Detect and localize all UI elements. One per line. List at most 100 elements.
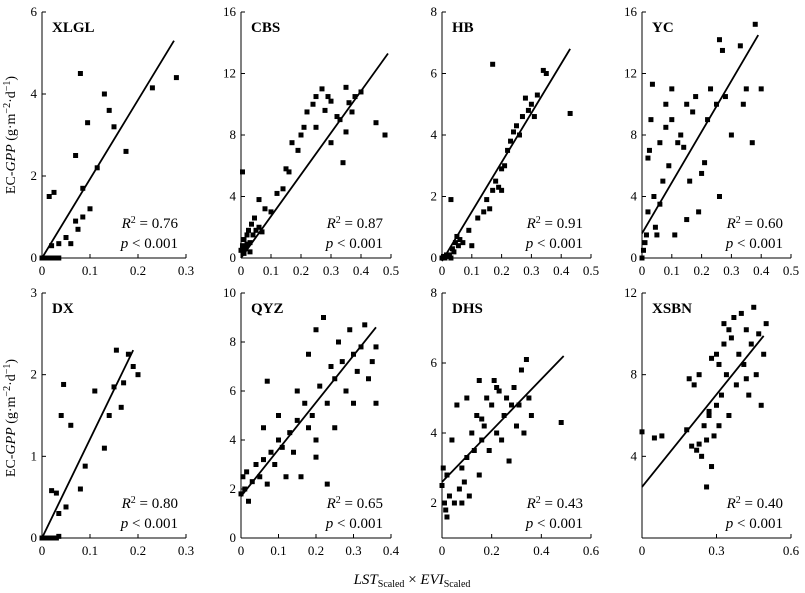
panel-title: HB bbox=[452, 20, 474, 36]
r-squared-label: R2 = 0.43 bbox=[526, 495, 583, 513]
data-point bbox=[77, 486, 83, 492]
data-point bbox=[106, 107, 112, 113]
data-point bbox=[73, 153, 79, 158]
data-point bbox=[373, 120, 379, 126]
data-point bbox=[531, 114, 537, 120]
x-tick-label: 0.5 bbox=[783, 263, 799, 278]
data-point bbox=[77, 71, 83, 76]
x-tick-label: 0 bbox=[639, 543, 646, 558]
data-point bbox=[87, 206, 93, 212]
x-tick-label: 0.6 bbox=[783, 543, 800, 558]
data-point bbox=[291, 449, 296, 455]
data-point bbox=[369, 359, 375, 365]
data-point bbox=[491, 378, 497, 383]
data-point bbox=[459, 465, 465, 471]
p-value-label: p < 0.001 bbox=[725, 516, 783, 532]
x-tick-label: 0.2 bbox=[130, 543, 146, 558]
data-point bbox=[343, 84, 349, 90]
panel-hb: 0 0.1 0.2 0.3 0.4 0.5 0 2 4 6 8 HB R2 = 0.91 p < 0.00… bbox=[431, 4, 600, 278]
panel-yc: 0 0.1 0.2 0.3 0.4 0.5 0 4 8 12 16 YC R2 = 0.60 p < 0.… bbox=[624, 4, 799, 278]
x-tick-label: 0.1 bbox=[82, 263, 98, 278]
data-point bbox=[247, 240, 253, 246]
data-point bbox=[173, 75, 179, 81]
data-point bbox=[68, 422, 74, 428]
p-value-label: p < 0.001 bbox=[525, 516, 583, 532]
data-point bbox=[484, 197, 490, 203]
data-point bbox=[106, 413, 112, 418]
data-point bbox=[306, 351, 311, 357]
data-point bbox=[68, 241, 74, 247]
data-point bbox=[681, 144, 687, 150]
x-tick-label: 0.4 bbox=[753, 263, 770, 278]
data-point bbox=[696, 209, 702, 215]
data-point bbox=[82, 463, 88, 469]
data-point bbox=[272, 462, 278, 467]
data-point bbox=[247, 249, 253, 255]
data-point bbox=[49, 243, 55, 249]
data-point bbox=[516, 132, 522, 138]
data-point bbox=[640, 247, 646, 253]
y-tick-label: 8 bbox=[431, 285, 438, 300]
x-tick-label: 0.3 bbox=[345, 543, 361, 558]
data-point bbox=[663, 124, 669, 130]
data-point bbox=[283, 166, 289, 172]
data-point bbox=[295, 147, 301, 153]
data-point bbox=[340, 160, 346, 166]
y-tick-label: 0 bbox=[631, 250, 638, 265]
x-tick-label: 0.3 bbox=[323, 263, 339, 278]
data-point bbox=[645, 155, 651, 161]
data-point bbox=[669, 117, 675, 123]
data-point bbox=[731, 315, 737, 320]
data-point bbox=[686, 376, 692, 382]
data-point bbox=[646, 147, 652, 153]
panel-title: YC bbox=[652, 20, 674, 36]
data-point bbox=[540, 67, 546, 73]
x-tick-label: 0.4 bbox=[553, 263, 570, 278]
data-point bbox=[49, 488, 55, 494]
data-point bbox=[567, 110, 573, 116]
x-tick-label: 0.2 bbox=[484, 543, 500, 558]
data-point bbox=[268, 449, 274, 455]
x-tick-label: 0.3 bbox=[523, 263, 539, 278]
x-tick-label: 0.5 bbox=[583, 263, 599, 278]
data-point bbox=[249, 221, 254, 227]
data-point bbox=[280, 186, 286, 192]
data-point bbox=[493, 178, 499, 184]
data-point bbox=[328, 364, 334, 369]
data-point bbox=[469, 430, 475, 436]
data-point bbox=[456, 486, 462, 492]
data-point bbox=[728, 132, 734, 138]
y-tick-label: 12 bbox=[223, 66, 236, 81]
data-point bbox=[476, 472, 482, 478]
data-point bbox=[259, 229, 265, 235]
data-point bbox=[701, 423, 707, 429]
y-tick-label: 0 bbox=[31, 530, 38, 545]
data-point bbox=[336, 339, 341, 345]
data-point bbox=[654, 232, 660, 238]
data-point bbox=[366, 376, 371, 382]
y-tick-label: 2 bbox=[431, 495, 438, 510]
data-point bbox=[714, 402, 719, 408]
y-tick-label: 4 bbox=[431, 127, 438, 142]
data-point bbox=[449, 437, 455, 443]
data-point bbox=[499, 166, 505, 172]
data-point bbox=[444, 472, 450, 478]
data-point bbox=[264, 481, 270, 487]
y-tick-label: 16 bbox=[624, 4, 638, 19]
data-point bbox=[46, 194, 52, 199]
data-point bbox=[706, 413, 712, 418]
data-point bbox=[534, 92, 540, 98]
data-point bbox=[58, 413, 64, 418]
data-point bbox=[702, 160, 708, 166]
data-point bbox=[753, 372, 759, 378]
data-point bbox=[657, 140, 663, 146]
data-point bbox=[257, 474, 263, 480]
y-tick-label: 4 bbox=[631, 189, 638, 204]
data-point bbox=[639, 429, 645, 435]
regression-line bbox=[41, 40, 175, 259]
data-point bbox=[737, 43, 743, 49]
x-tick-label: 0 bbox=[439, 543, 446, 558]
x-tick-label: 0.3 bbox=[708, 543, 724, 558]
data-point bbox=[675, 140, 681, 146]
panel-title: DX bbox=[52, 301, 74, 317]
